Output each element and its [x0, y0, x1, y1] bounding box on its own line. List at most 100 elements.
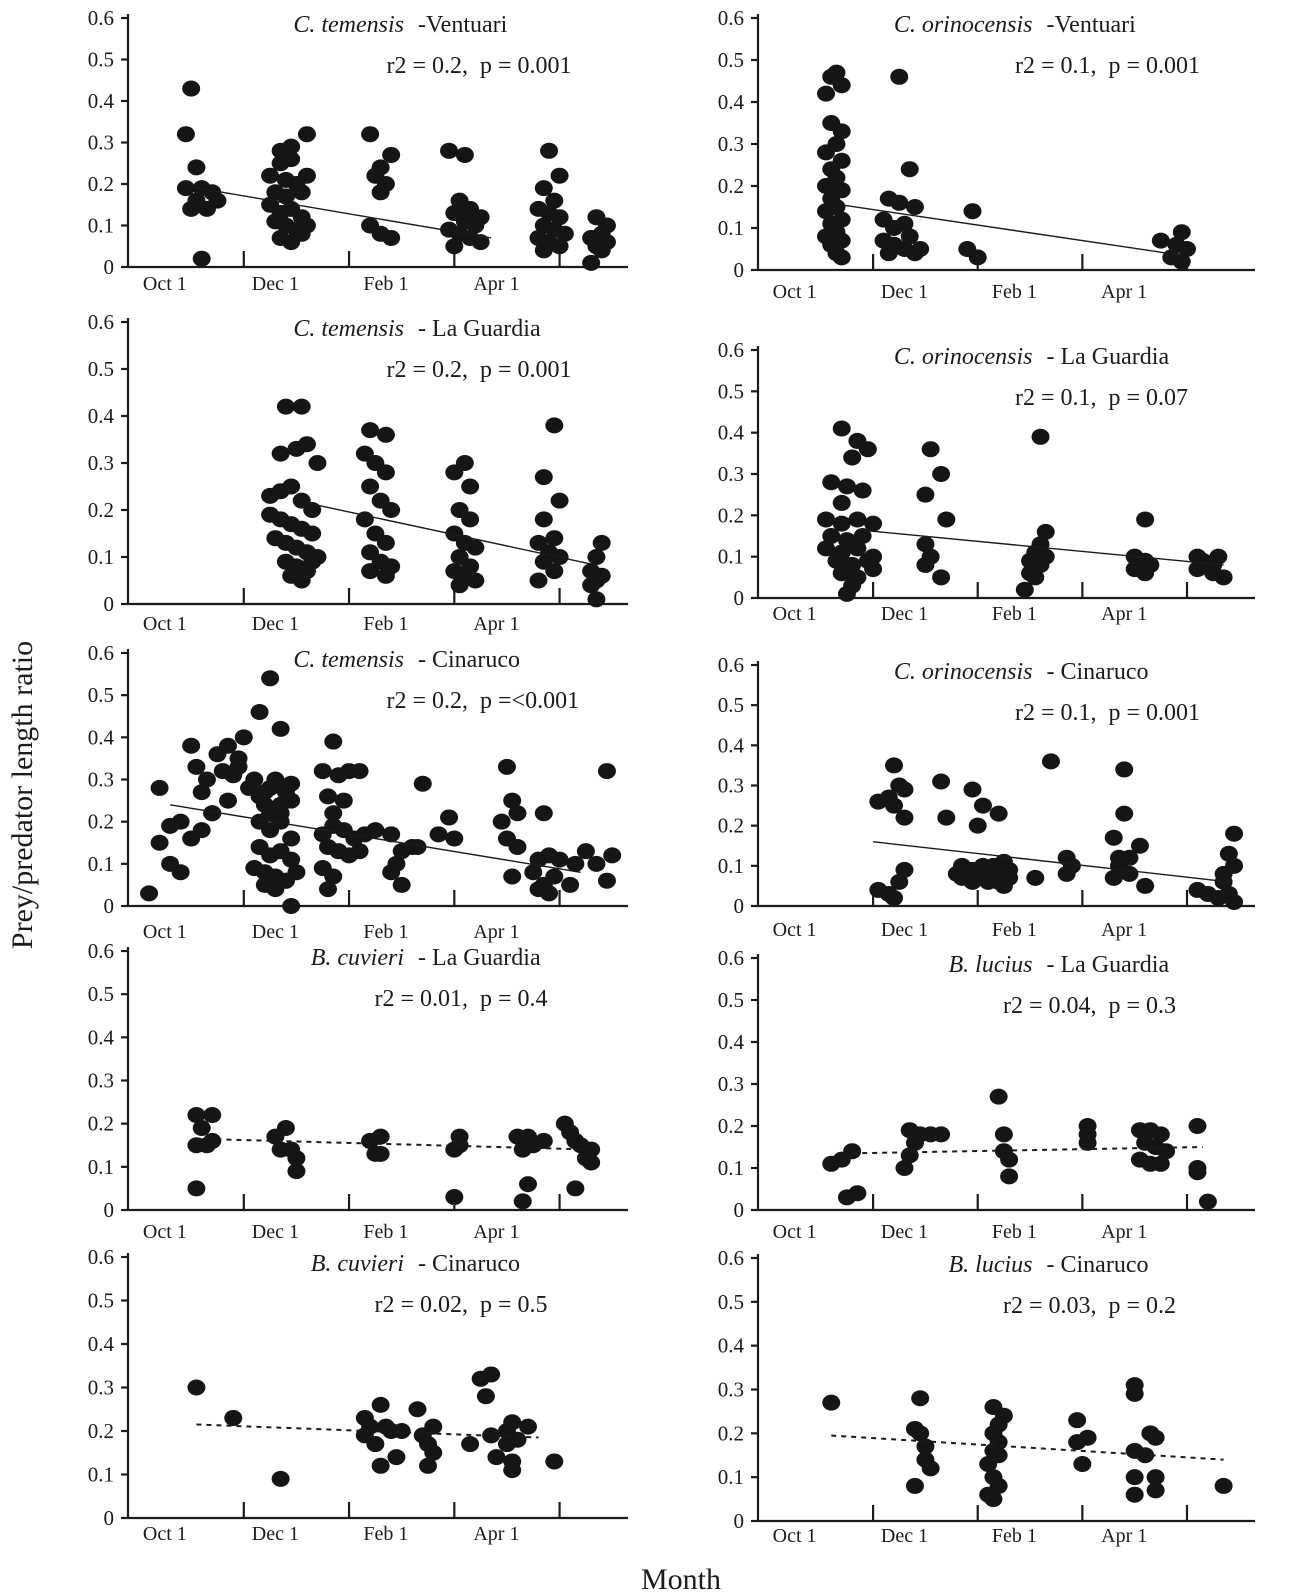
data-point	[550, 209, 569, 226]
regression-line	[831, 1434, 1224, 1461]
data-point	[895, 1160, 914, 1176]
data-point	[466, 539, 485, 556]
data-point	[561, 876, 580, 893]
y-tick-label: 0.6	[718, 6, 744, 30]
data-point	[932, 466, 951, 482]
data-point	[503, 1462, 522, 1479]
data-point	[276, 398, 295, 415]
data-point	[1125, 1469, 1144, 1486]
data-point	[497, 758, 516, 775]
data-point	[1000, 1151, 1019, 1168]
data-point	[140, 885, 159, 902]
data-point	[1115, 761, 1134, 778]
data-point	[858, 441, 877, 458]
data-point	[445, 1189, 464, 1206]
data-point	[250, 704, 269, 721]
data-point	[366, 1436, 385, 1453]
y-tick-label: 0.5	[718, 48, 744, 72]
panel-title-species: C. temensis	[293, 647, 404, 673]
panel-stat-p: p = 0.5	[480, 1292, 548, 1318]
y-tick-label: 0.1	[88, 852, 114, 876]
data-point	[973, 797, 992, 814]
data-point	[187, 1379, 206, 1396]
data-point	[885, 757, 904, 774]
data-point	[963, 781, 982, 798]
y-tick-label: 0.5	[718, 379, 744, 403]
data-point	[461, 1436, 480, 1453]
data-point	[566, 1180, 585, 1197]
y-tick-label: 0.5	[718, 1290, 744, 1314]
y-tick-label: 0.4	[718, 1334, 745, 1358]
data-point	[827, 552, 846, 569]
panel-title-species: C. orinocensis	[894, 12, 1033, 38]
data-point	[576, 843, 595, 860]
data-point	[1125, 1385, 1144, 1402]
data-point	[282, 830, 301, 847]
data-point	[1188, 1118, 1207, 1134]
y-tick-label: 0.6	[88, 6, 114, 30]
y-tick-label: 0.5	[88, 982, 114, 1006]
data-point	[550, 851, 569, 868]
x-tick-label: Oct 1	[143, 1221, 187, 1243]
data-point	[947, 865, 966, 882]
data-point	[445, 830, 464, 847]
data-point	[376, 567, 395, 584]
data-point	[519, 1418, 537, 1435]
data-point	[587, 549, 606, 565]
panel-stat-p: p = 0.3	[1109, 993, 1177, 1019]
data-point	[276, 872, 295, 889]
panel-stat-p: p = 0.4	[480, 986, 548, 1012]
data-point	[1136, 511, 1155, 528]
data-point	[968, 817, 987, 834]
data-point	[921, 441, 940, 458]
y-tick-label: 0	[104, 592, 115, 616]
data-point	[297, 436, 316, 453]
y-tick-label: 0	[104, 1506, 115, 1530]
y-tick-label: 0.5	[718, 988, 744, 1012]
data-point	[503, 1414, 522, 1431]
data-point	[187, 1107, 206, 1124]
data-point	[895, 781, 914, 798]
data-point	[545, 192, 564, 209]
data-point	[963, 203, 982, 220]
data-point	[1151, 1126, 1170, 1143]
panel-title-site: - La Guardia	[1047, 952, 1170, 978]
panel-title-species: B. lucius	[949, 952, 1033, 978]
data-point	[1188, 1164, 1207, 1181]
x-tick-label: Feb 1	[363, 1221, 408, 1243]
data-point	[545, 530, 564, 547]
x-tick-label: Oct 1	[773, 603, 817, 625]
data-point	[324, 733, 343, 750]
data-point	[440, 809, 459, 826]
data-point	[408, 838, 427, 855]
data-point	[487, 1449, 506, 1466]
panel-stat-p: p = 0.001	[1109, 700, 1201, 726]
data-point	[587, 591, 606, 608]
data-point	[508, 838, 527, 855]
data-point	[937, 511, 956, 528]
data-point	[864, 561, 883, 578]
data-point	[932, 773, 951, 790]
data-point	[916, 536, 935, 553]
data-point	[408, 1401, 427, 1418]
data-point	[271, 720, 290, 737]
data-point	[287, 1150, 306, 1167]
data-point	[890, 68, 909, 85]
data-point	[282, 775, 301, 792]
data-point	[540, 142, 559, 159]
panel-title-site: -Ventuari	[1047, 12, 1137, 38]
data-point	[582, 577, 601, 594]
data-point	[229, 758, 248, 775]
panel-title-site: - Cinaruco	[418, 647, 520, 673]
chart-panel: 0 0.1 0.2 0.3 0.4 0.5 0.6 Oct 1 Dec 1 Feb 1 Apr 1 B…	[88, 939, 628, 1243]
y-tick-label: 0.1	[88, 1155, 114, 1179]
panel-stat-r2: r2 = 0.1,	[1015, 700, 1097, 726]
data-point	[1198, 1193, 1217, 1210]
data-point	[371, 1145, 390, 1162]
data-point	[1073, 1456, 1092, 1473]
data-point	[176, 180, 195, 197]
data-point	[471, 234, 490, 251]
panel-title-species: B. cuvieri	[311, 1251, 404, 1277]
data-point	[566, 855, 585, 872]
data-point	[297, 167, 316, 184]
